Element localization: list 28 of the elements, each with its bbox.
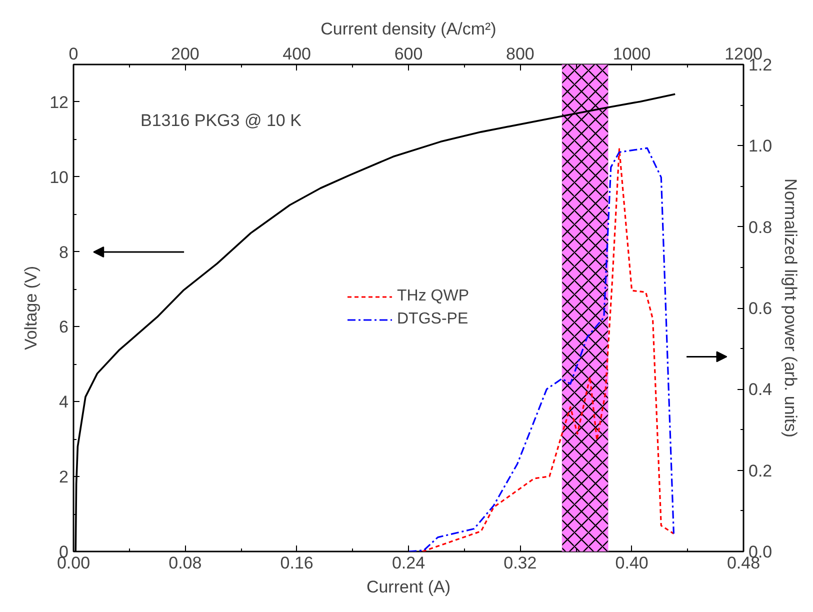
x-tick-label: 0.16 xyxy=(280,554,314,572)
y2-tick-label: 0.4 xyxy=(748,380,772,400)
y-tick-label: 8 xyxy=(59,242,69,262)
y-axis-title: Voltage (V) xyxy=(22,266,41,350)
x2-tick-label: 200 xyxy=(170,44,200,64)
y2-tick-label: 0.6 xyxy=(748,299,772,318)
x2-tick-label: 600 xyxy=(394,44,423,64)
y2-axis-title: Normalized light power (arb. units) xyxy=(781,178,800,438)
y-tick-label: 10 xyxy=(50,168,69,187)
y-tick-label: 6 xyxy=(59,318,69,337)
x-tick-label: 0.08 xyxy=(168,554,202,572)
annotation: B1316 PKG3 @ 10 K xyxy=(140,111,302,130)
y-tick-label: 2 xyxy=(59,468,69,487)
x2-tick-label: 800 xyxy=(506,44,534,64)
y-tick-label: 4 xyxy=(59,392,69,412)
x-tick-label: 0.40 xyxy=(615,554,648,572)
y-tick-label: 12 xyxy=(50,92,69,112)
x2-tick-label: 400 xyxy=(282,44,312,64)
x-tick-label: 0.24 xyxy=(392,554,426,572)
x-tick-label: 0.32 xyxy=(504,554,537,572)
y2-tick-label: 0.8 xyxy=(748,218,772,237)
y2-tick-label: 0.2 xyxy=(748,461,772,480)
x2-tick-label: 1000 xyxy=(612,44,651,64)
legend-label: DTGS-PE xyxy=(397,310,468,328)
y2-tick-label: 1.0 xyxy=(748,136,772,156)
legend-label: THz QWP xyxy=(397,287,469,305)
x-axis-title: Current (A) xyxy=(366,578,451,596)
x2-axis-title: Current density (A/cm²) xyxy=(320,20,496,38)
